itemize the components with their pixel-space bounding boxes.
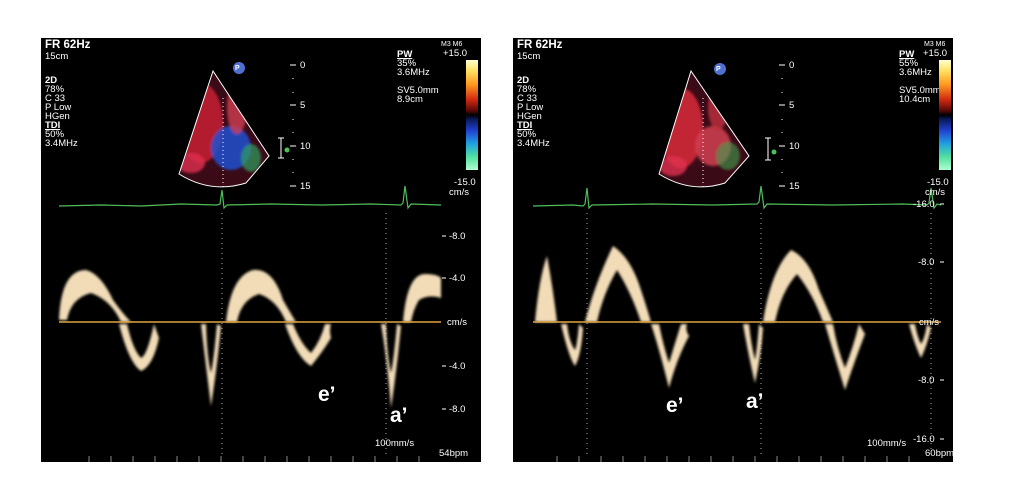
depth-label-10: 10: [300, 141, 311, 152]
sample-volume-gate: [765, 137, 777, 161]
velocity-label-top: -8.0: [449, 231, 466, 242]
colorbar-mode: M3 M6: [924, 41, 946, 48]
velocity-label-baseline: cm/s: [447, 317, 468, 328]
depth-label-5: 5: [300, 100, 306, 111]
colorbar-max: +15.0: [923, 48, 948, 59]
probe-badge-label: P: [716, 66, 721, 73]
setting-compression: C 33: [517, 93, 538, 104]
tdi-label: TDI: [45, 120, 61, 131]
colorbar-max: +15.0: [443, 48, 468, 59]
pw-sample-volume: SV5.0mm: [397, 85, 439, 96]
time-axis-ticks: [556, 456, 910, 462]
doppler-spectrum: [59, 269, 441, 408]
depth-label-0: 0: [789, 60, 795, 71]
image-depth: 15cm: [517, 51, 541, 62]
depth-ruler: [290, 64, 296, 187]
sweep-speed: 100mm/s: [867, 438, 907, 449]
sector-image: [658, 69, 750, 188]
doppler-panel-right: FR 62Hz 15cm 2D 78% C 33 P Low HGen TDI …: [513, 38, 953, 462]
time-axis-ticks: [88, 456, 420, 462]
depth-label-15: 15: [789, 181, 800, 192]
annotation-a-prime: a’: [390, 404, 408, 427]
depth-label-5: 5: [789, 100, 795, 111]
pw-sample-volume: SV5.0mm: [899, 85, 941, 96]
probe-marker-icon: [714, 63, 726, 75]
pw-label: PW: [397, 49, 413, 60]
velocity-label-upper: -4.0: [449, 273, 466, 284]
annotation-e-prime: e’: [666, 394, 684, 417]
tdi-label: TDI: [517, 120, 533, 131]
frame-rate: FR 62Hz: [45, 39, 91, 51]
sample-volume-gate: [278, 137, 290, 159]
frame-rate: FR 62Hz: [517, 39, 563, 51]
heart-rate: 60bpm: [925, 448, 953, 459]
probe-badge-label: P: [235, 65, 240, 72]
velocity-label-top: -16.0: [913, 199, 935, 210]
ecg-trace: [58, 185, 442, 210]
velocity-label-lower: -8.0: [918, 375, 935, 386]
doppler-scene-left: [58, 62, 446, 462]
velocity-label-bottom: -8.0: [449, 404, 466, 415]
doppler-spectrum: [535, 246, 931, 390]
ecg-trace: [532, 185, 942, 210]
pw-gain: 35%: [397, 58, 417, 69]
doppler-scene-right: [532, 63, 944, 462]
setting-power: P Low: [517, 102, 544, 113]
setting-2d: 2D: [517, 75, 530, 86]
velocity-label-lower: -4.0: [449, 361, 466, 372]
velocity-label-baseline: cm/s: [919, 317, 940, 328]
tdi-frequency: 3.4MHz: [45, 138, 78, 149]
depth-label-0: 0: [300, 60, 306, 71]
colorbar-min: -15.0: [927, 177, 949, 188]
pw-sv-depth: 8.9cm: [397, 94, 423, 105]
depth-ruler: [779, 64, 785, 187]
pw-gain: 55%: [899, 58, 919, 69]
setting-compression: C 33: [45, 93, 66, 104]
setting-frequency-mode: HGen: [45, 111, 70, 122]
depth-label-10: 10: [789, 141, 800, 152]
sector-image: [178, 69, 270, 188]
velocity-colorbar: [939, 60, 951, 170]
depth-label-15: 15: [300, 181, 311, 192]
pw-label: PW: [899, 49, 915, 60]
annotation-e-prime: e’: [318, 383, 336, 406]
doppler-panel-left: FR 62Hz 15cm 2D 78% C 33 P Low HGen TDI …: [41, 38, 481, 462]
velocity-label-bottom: -16.0: [913, 434, 935, 445]
setting-2d: 2D: [45, 75, 58, 86]
setting-2d-gain: 78%: [517, 84, 537, 95]
setting-power: P Low: [45, 102, 72, 113]
probe-marker-icon: [233, 62, 245, 74]
setting-2d-gain: 78%: [45, 84, 65, 95]
pw-sv-depth: 10.4cm: [899, 94, 931, 105]
setting-frequency-mode: HGen: [517, 111, 542, 122]
tdi-frequency: 3.4MHz: [517, 138, 550, 149]
colorbar-mode: M3 M6: [441, 41, 463, 48]
velocity-colorbar: [466, 60, 478, 170]
colorbar-unit: cm/s: [449, 187, 470, 198]
tdi-gain: 50%: [517, 129, 537, 140]
sweep-speed: 100mm/s: [375, 438, 415, 449]
image-depth: 15cm: [45, 51, 69, 62]
colorbar-min: -15.0: [454, 177, 476, 188]
velocity-label-upper: -8.0: [918, 257, 935, 268]
colorbar-unit: cm/s: [925, 187, 946, 198]
heart-rate: 54bpm: [439, 448, 469, 459]
pw-frequency: 3.6MHz: [397, 67, 430, 78]
pw-frequency: 3.6MHz: [899, 67, 932, 78]
annotation-a-prime: a’: [746, 390, 764, 413]
tdi-gain: 50%: [45, 129, 65, 140]
